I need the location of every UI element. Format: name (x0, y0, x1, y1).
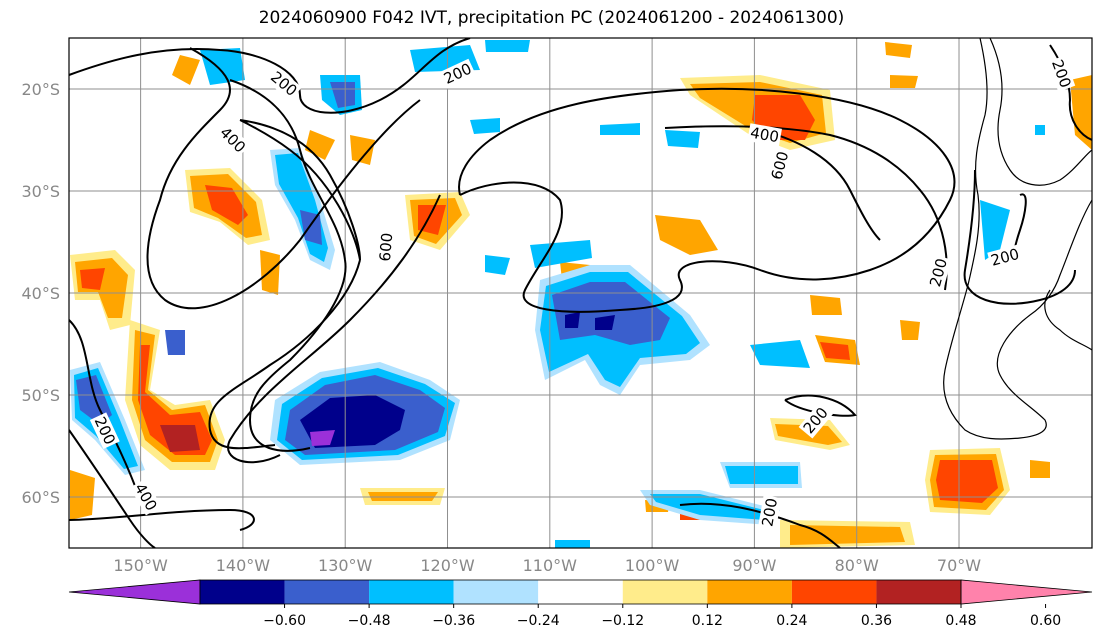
ivt-contour-200-south-east (784, 394, 857, 417)
ivt-contour-600-west (239, 119, 361, 261)
ivt-contour-400-east (664, 125, 948, 291)
colorbar-tick-label: −0.12 (601, 613, 644, 629)
colorbar-tick-label: 0.48 (945, 613, 976, 629)
colorbar-segment (200, 580, 285, 604)
map-title: 2024060900 F042 IVT, precipitation PC (2… (258, 8, 845, 28)
lon-tick-label: 110°W (523, 556, 578, 575)
colorbar-segment (369, 580, 454, 604)
contour-label-background (798, 402, 833, 439)
colorbar-segment (538, 580, 623, 604)
contour-label-background (758, 494, 782, 530)
contour-label-background (439, 58, 477, 89)
lon-tick-label: 130°W (318, 556, 373, 575)
colorbar-tick-label: 0.12 (692, 613, 723, 629)
colorbar-tick-label: −0.48 (348, 613, 391, 629)
contour-label-background (987, 244, 1023, 271)
colorbar-tick-label: −0.36 (432, 613, 475, 629)
contour-label-background (129, 478, 162, 516)
ivt-contours (69, 38, 1092, 548)
ivt-contour-200-southwest (69, 319, 141, 501)
lon-tick-label: 150°W (113, 556, 168, 575)
colorbar-segment (284, 580, 370, 604)
longitude-tick-labels: 150°W 140°W 130°W 120°W 110°W 100°W 90°W 80°W 70… (113, 556, 981, 575)
contour-label-background (375, 230, 397, 264)
lat-tick-label: 40°S (21, 284, 60, 303)
contour-label-background (89, 412, 120, 450)
ivt-contour-200-east (963, 169, 1076, 305)
lat-tick-label: 50°S (21, 386, 60, 405)
contour-label-background (747, 123, 782, 147)
ivt-contour-600-east (759, 129, 881, 241)
colorbar-segment (876, 580, 961, 604)
ivt-contour-400-jet (227, 194, 441, 464)
lon-tick-label: 140°W (216, 556, 271, 575)
colorbar-segment (453, 580, 539, 604)
colorbar-tick-label: −0.60 (263, 613, 306, 629)
ivt-contour-200-south-mid (69, 508, 255, 531)
colorbar-tick-label: 0.36 (861, 613, 892, 629)
ivt-contour-200-west (69, 38, 471, 114)
colorbar-extend-low (68, 579, 201, 605)
lon-tick-label: 100°W (625, 556, 680, 575)
colorbar-segment (791, 580, 877, 604)
ivt-contour-200-south-east-2 (679, 502, 841, 548)
lon-tick-label: 90°W (732, 556, 776, 575)
contour-label: 200 (758, 497, 781, 528)
colorbar-tick-label: 0.60 (1030, 613, 1061, 629)
contour-label: 600 (376, 232, 396, 262)
ivt-contour-200-large-loop (458, 87, 956, 313)
colorbar-outline (199, 579, 962, 605)
colorbar-tick-label: −0.24 (517, 613, 560, 629)
negative-anomaly-east (485, 123, 1045, 548)
latitude-tick-labels: 20°S 30°S 40°S 50°S 60°S (21, 80, 60, 507)
contour-label-background (215, 122, 251, 158)
lat-tick-label: 20°S (21, 80, 60, 99)
contour-label: 400 (749, 124, 780, 147)
contour-label-background (925, 254, 952, 291)
colorbar-tick-label: 0.24 (776, 613, 807, 629)
colorbar-extend-high (960, 579, 1093, 605)
south-america-coastline (943, 38, 1092, 440)
colorbar: −0.60 −0.48 −0.36 −0.24 −0.12 0.12 0.24 0.36 0.4… (68, 579, 1093, 629)
ivt-contour-400-west (229, 79, 347, 452)
contour-label-background (1047, 55, 1076, 92)
map-frame (68, 37, 1093, 549)
lat-tick-label: 60°S (21, 488, 60, 507)
lon-tick-label: 80°W (835, 556, 879, 575)
contour-label-background (767, 147, 793, 184)
lon-tick-label: 70°W (937, 556, 981, 575)
ivt-contour-200-west-inner (146, 47, 421, 310)
lon-tick-label: 120°W (420, 556, 475, 575)
colorbar-segment (707, 580, 792, 604)
contour-label-background (265, 66, 302, 102)
lat-tick-label: 30°S (21, 182, 60, 201)
colorbar-segment (622, 580, 708, 604)
